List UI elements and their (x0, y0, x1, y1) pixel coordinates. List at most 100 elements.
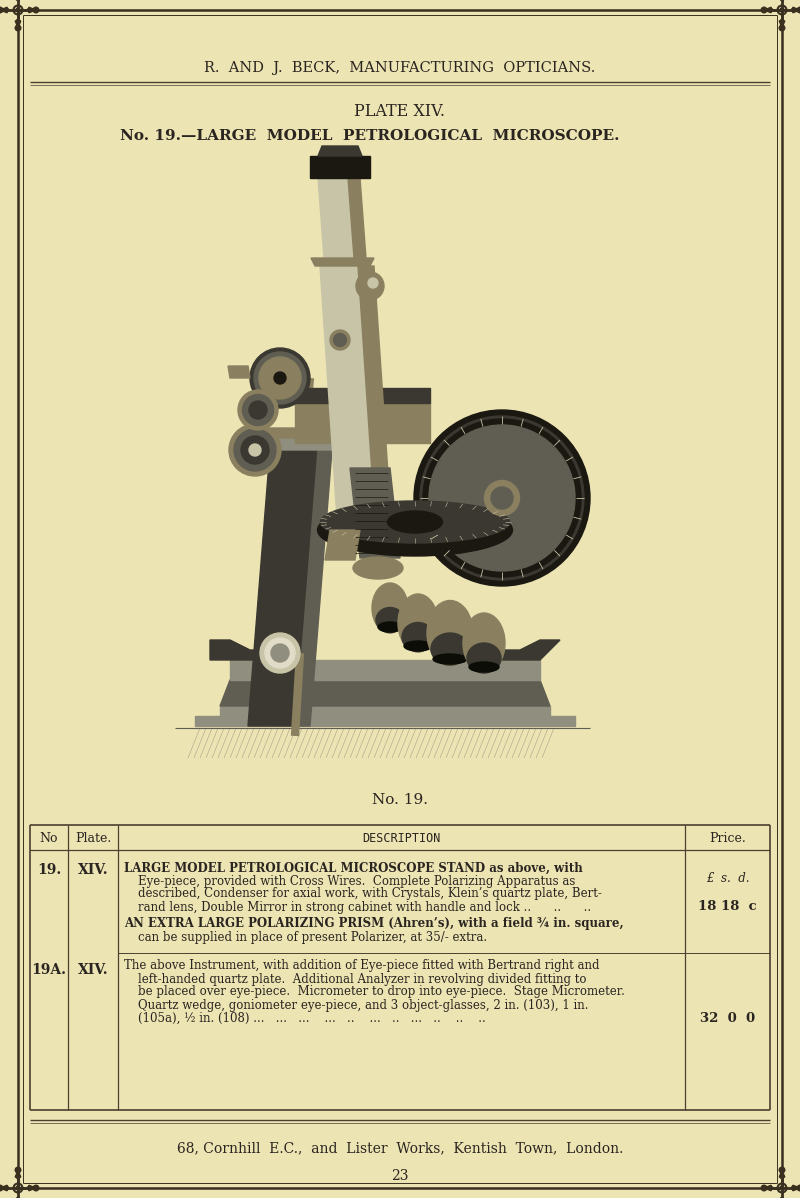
Circle shape (797, 1185, 800, 1191)
Text: PLATE XIV.: PLATE XIV. (354, 103, 446, 121)
Ellipse shape (463, 613, 505, 673)
Circle shape (762, 1185, 766, 1191)
Text: Plate.: Plate. (75, 831, 111, 845)
Ellipse shape (423, 419, 581, 577)
Circle shape (27, 1186, 30, 1190)
Circle shape (780, 8, 784, 12)
Ellipse shape (234, 429, 276, 471)
Ellipse shape (387, 512, 442, 533)
Ellipse shape (469, 662, 499, 672)
Polygon shape (793, 1185, 800, 1191)
Text: described, Condenser for axial work, with Crystals, Klein’s quartz plate, Bert-: described, Condenser for axial work, wit… (138, 888, 602, 901)
Text: 68, Cornhill  E.C.,  and  Lister  Works,  Kentish  Town,  London.: 68, Cornhill E.C., and Lister Works, Ken… (177, 1140, 623, 1155)
Ellipse shape (321, 501, 510, 543)
Polygon shape (253, 438, 345, 450)
Circle shape (15, 25, 21, 31)
Ellipse shape (467, 643, 501, 673)
Polygon shape (195, 706, 575, 726)
Ellipse shape (254, 352, 306, 404)
Circle shape (770, 1186, 773, 1190)
Ellipse shape (378, 622, 402, 633)
Ellipse shape (249, 401, 267, 419)
Circle shape (15, 1167, 21, 1173)
Text: can be supplied in place of present Polarizer, at 35/- extra.: can be supplied in place of present Pola… (138, 932, 487, 944)
Ellipse shape (229, 424, 281, 476)
Polygon shape (210, 640, 310, 660)
Text: R.  AND  J.  BECK,  MANUFACTURING  OPTICIANS.: R. AND J. BECK, MANUFACTURING OPTICIANS. (204, 61, 596, 75)
Polygon shape (295, 403, 430, 443)
Polygon shape (311, 258, 374, 266)
Polygon shape (350, 468, 400, 558)
Text: No. 19.—LARGE  MODEL  PETROLOGICAL  MICROSCOPE.: No. 19.—LARGE MODEL PETROLOGICAL MICROSC… (120, 129, 620, 143)
Text: 23: 23 (391, 1169, 409, 1182)
Ellipse shape (485, 480, 519, 515)
Text: (105a), ½ in. (108) ...   ...   ...    ...   ..    ...   ..   ...   ..    ..    : (105a), ½ in. (108) ... ... ... ... .. .… (138, 1011, 486, 1024)
Ellipse shape (420, 416, 584, 580)
Circle shape (6, 8, 9, 12)
Polygon shape (764, 7, 771, 13)
Ellipse shape (404, 641, 432, 651)
Text: 19A.: 19A. (31, 963, 66, 978)
Polygon shape (248, 450, 318, 726)
Polygon shape (248, 428, 350, 438)
Polygon shape (29, 1185, 36, 1191)
Ellipse shape (491, 488, 513, 509)
Ellipse shape (353, 557, 403, 579)
Text: left-handed quartz plate.  Additional Analyzer in revolving divided fitting to: left-handed quartz plate. Additional Ana… (138, 973, 586, 986)
Text: XIV.: XIV. (78, 963, 108, 978)
Circle shape (368, 278, 378, 288)
Circle shape (356, 272, 384, 300)
Polygon shape (29, 7, 36, 13)
Ellipse shape (376, 607, 404, 633)
Ellipse shape (241, 436, 269, 464)
Ellipse shape (427, 600, 473, 666)
Text: 32  0  0: 32 0 0 (700, 1011, 755, 1024)
Circle shape (779, 1167, 785, 1173)
Polygon shape (358, 266, 391, 518)
Circle shape (779, 25, 785, 31)
Ellipse shape (334, 333, 346, 346)
Polygon shape (230, 660, 540, 680)
Circle shape (34, 1185, 38, 1191)
Circle shape (797, 7, 800, 13)
Ellipse shape (265, 639, 295, 668)
Ellipse shape (271, 645, 289, 662)
Polygon shape (764, 1185, 771, 1191)
Circle shape (791, 8, 794, 12)
Ellipse shape (259, 357, 301, 399)
Polygon shape (318, 146, 362, 156)
Polygon shape (793, 7, 800, 13)
Circle shape (27, 8, 30, 12)
Circle shape (16, 1186, 20, 1190)
Circle shape (6, 1186, 9, 1190)
Text: LARGE MODEL PETROLOGICAL MICROSCOPE STAND as above, with: LARGE MODEL PETROLOGICAL MICROSCOPE STAN… (124, 861, 582, 875)
Ellipse shape (402, 623, 434, 652)
Polygon shape (15, 1170, 21, 1178)
Circle shape (770, 8, 773, 12)
Ellipse shape (372, 583, 408, 633)
Text: Price.: Price. (709, 831, 746, 845)
Polygon shape (325, 530, 360, 559)
Text: 18 18  c: 18 18 c (698, 901, 757, 914)
Text: The above Instrument, with addition of Eye-piece fitted with Bertrand right and: The above Instrument, with addition of E… (124, 960, 599, 973)
Ellipse shape (249, 444, 261, 456)
Text: AN EXTRA LARGE POLARIZING PRISM (Ahren’s), with a field ¾ in. square,: AN EXTRA LARGE POLARIZING PRISM (Ahren’s… (124, 918, 624, 931)
Polygon shape (318, 179, 354, 258)
Text: Quartz wedge, goniometer eye-piece, and 3 object-glasses, 2 in. (103), 1 in.: Quartz wedge, goniometer eye-piece, and … (138, 998, 589, 1011)
Circle shape (0, 1185, 2, 1191)
Text: be placed over eye-piece.  Micrometer to drop into eye-piece.  Stage Micrometer.: be placed over eye-piece. Micrometer to … (138, 986, 625, 998)
Polygon shape (779, 1170, 785, 1178)
Circle shape (780, 1186, 784, 1190)
Text: 19.: 19. (37, 863, 61, 877)
Text: rand lens, Double Mirror in strong cabinet with handle and lock ..      ..      : rand lens, Double Mirror in strong cabin… (138, 901, 591, 914)
Text: Eye-piece, provided with Cross Wires.  Complete Polarizing Apparatus as: Eye-piece, provided with Cross Wires. Co… (138, 875, 575, 888)
Polygon shape (460, 640, 560, 660)
Polygon shape (15, 20, 21, 28)
Polygon shape (295, 388, 430, 403)
Ellipse shape (260, 633, 300, 673)
Text: No: No (40, 831, 58, 845)
Ellipse shape (433, 654, 467, 664)
Ellipse shape (330, 329, 350, 350)
Ellipse shape (242, 394, 274, 425)
Ellipse shape (250, 347, 310, 409)
